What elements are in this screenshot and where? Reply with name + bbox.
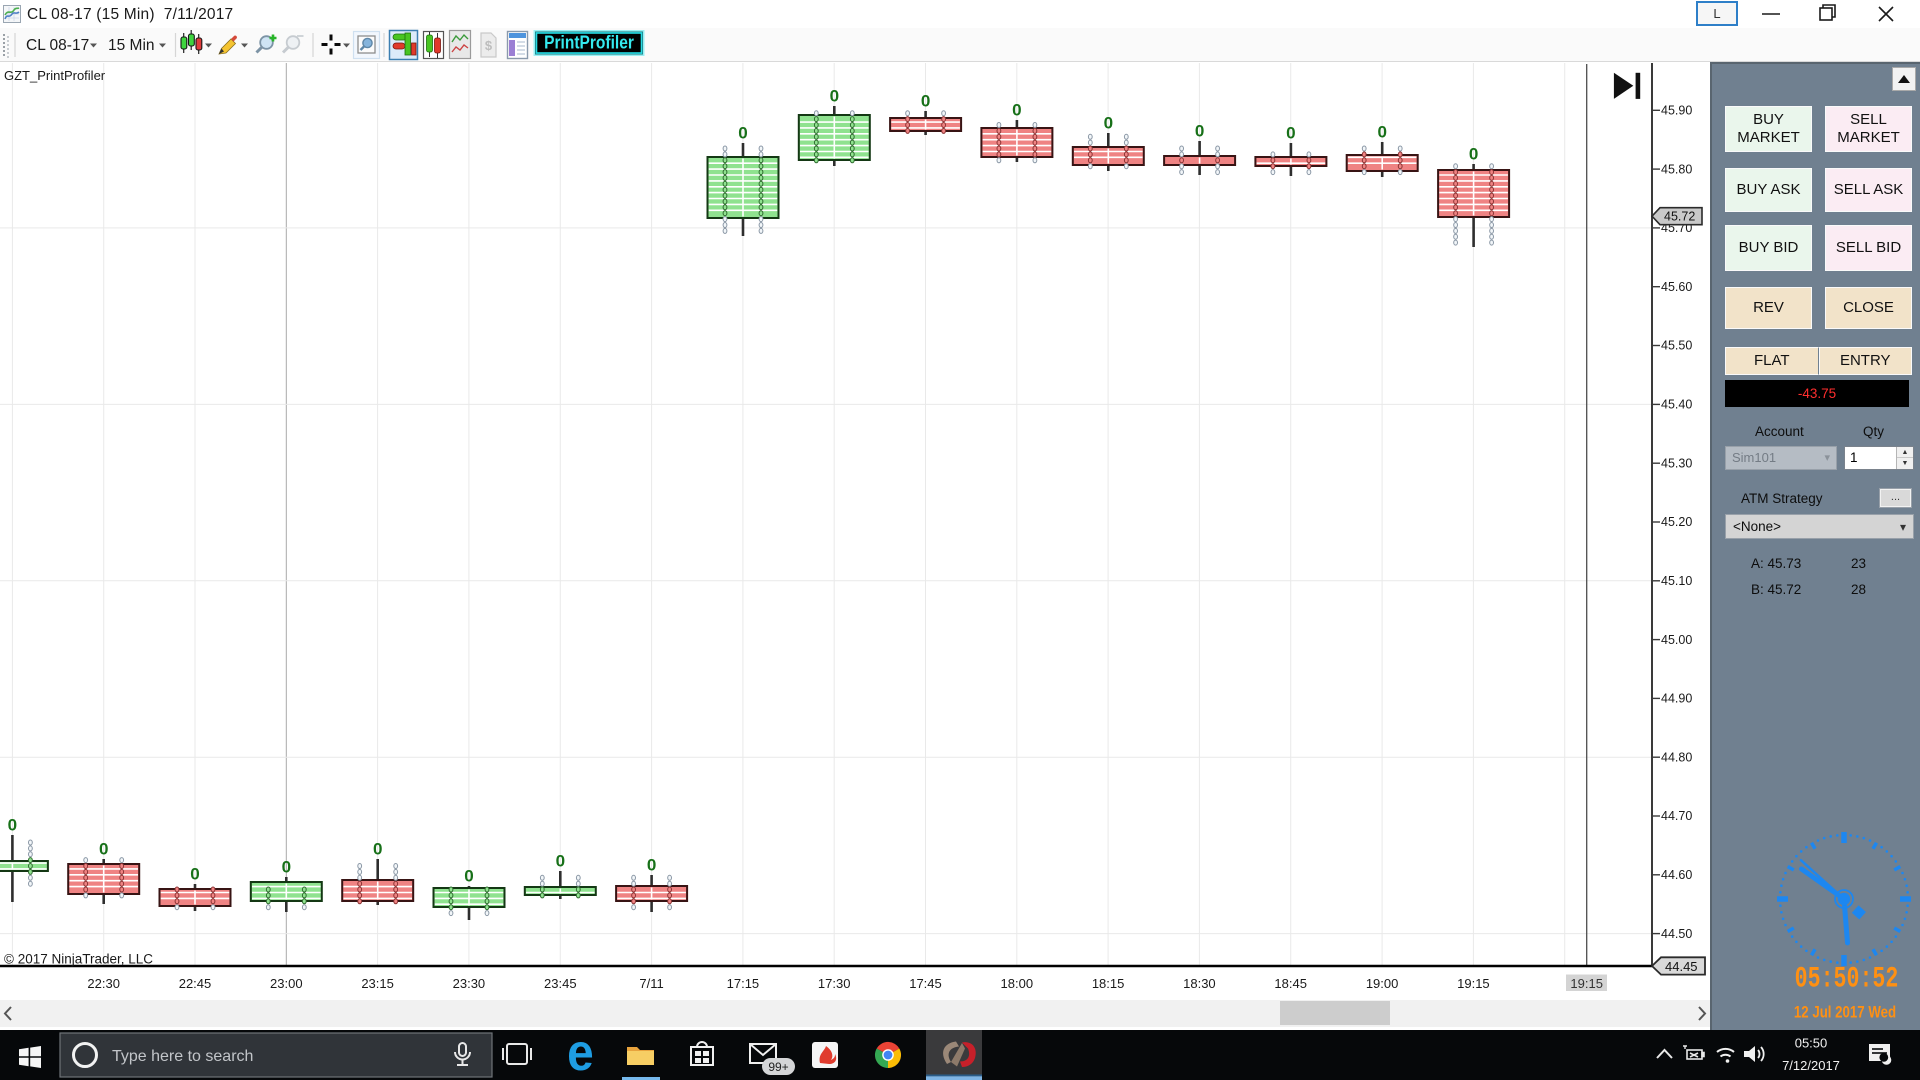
svg-text:$: $	[485, 38, 493, 53]
svg-text:22:45: 22:45	[179, 976, 212, 991]
svg-text:e: e	[567, 1030, 594, 1080]
svg-text:44.45: 44.45	[1665, 959, 1698, 974]
svg-text:45.30: 45.30	[1661, 456, 1692, 470]
svg-text:CL 08-17: CL 08-17	[26, 37, 89, 54]
svg-text:17:30: 17:30	[818, 976, 851, 991]
svg-text:7/12/2017: 7/12/2017	[1782, 1058, 1840, 1073]
svg-text:45.20: 45.20	[1661, 515, 1692, 529]
svg-text:Type here to search: Type here to search	[112, 1048, 253, 1065]
svg-text:0: 0	[1286, 124, 1295, 143]
svg-text:44.90: 44.90	[1661, 692, 1692, 706]
svg-text:0: 0	[1012, 101, 1021, 120]
svg-text:18:15: 18:15	[1092, 976, 1125, 991]
svg-text:0: 0	[1104, 114, 1113, 133]
svg-text:44.60: 44.60	[1661, 868, 1692, 882]
svg-text:0: 0	[373, 840, 382, 859]
svg-text:05:50: 05:50	[1795, 1036, 1828, 1051]
svg-text:44.80: 44.80	[1661, 750, 1692, 764]
svg-text:23:45: 23:45	[544, 976, 577, 991]
svg-text:0: 0	[830, 87, 839, 106]
svg-text:GZT_PrintProfiler: GZT_PrintProfiler	[4, 68, 106, 83]
svg-text:0: 0	[921, 92, 930, 111]
svg-text:45.90: 45.90	[1661, 104, 1692, 118]
svg-text:45.10: 45.10	[1661, 574, 1692, 588]
svg-text:23:00: 23:00	[270, 976, 303, 991]
svg-text:45.60: 45.60	[1661, 280, 1692, 294]
svg-text:7/11: 7/11	[639, 976, 663, 991]
svg-text:45.50: 45.50	[1661, 339, 1692, 353]
svg-text:45.80: 45.80	[1661, 162, 1692, 176]
svg-text:0: 0	[738, 124, 747, 143]
svg-text:17:45: 17:45	[909, 976, 942, 991]
svg-text:© 2017 NinjaTrader, LLC: © 2017 NinjaTrader, LLC	[4, 952, 153, 967]
svg-text:PrintProfiler: PrintProfiler	[544, 32, 634, 53]
svg-text:15 Min: 15 Min	[108, 37, 155, 54]
svg-text:23:30: 23:30	[453, 976, 486, 991]
svg-text:19:15: 19:15	[1570, 976, 1603, 991]
svg-text:18:45: 18:45	[1274, 976, 1307, 991]
svg-text:0: 0	[1195, 122, 1204, 141]
svg-text:44.70: 44.70	[1661, 809, 1692, 823]
svg-text:99+: 99+	[768, 1060, 788, 1074]
svg-text:0: 0	[464, 867, 473, 886]
svg-text:23:15: 23:15	[361, 976, 394, 991]
svg-text:05:50:52: 05:50:52	[1795, 961, 1899, 995]
svg-text:0: 0	[1469, 145, 1478, 164]
svg-text:45.40: 45.40	[1661, 398, 1692, 412]
svg-text:22:30: 22:30	[87, 976, 120, 991]
svg-text:0: 0	[1377, 123, 1386, 142]
svg-text:12 Jul 2017 Wed: 12 Jul 2017 Wed	[1794, 1003, 1896, 1022]
svg-text:44.50: 44.50	[1661, 927, 1692, 941]
svg-text:0: 0	[8, 816, 17, 835]
svg-text:19:00: 19:00	[1366, 976, 1399, 991]
svg-text:17:15: 17:15	[727, 976, 760, 991]
svg-text:19:15: 19:15	[1457, 976, 1490, 991]
svg-text:0: 0	[556, 852, 565, 871]
svg-text:45.72: 45.72	[1664, 210, 1695, 224]
svg-text:18:00: 18:00	[1001, 976, 1034, 991]
svg-text:0: 0	[282, 858, 291, 877]
svg-text:18:30: 18:30	[1183, 976, 1216, 991]
svg-text:45.00: 45.00	[1661, 633, 1692, 647]
svg-text:0: 0	[190, 865, 199, 884]
svg-text:0: 0	[99, 840, 108, 859]
svg-text:0: 0	[647, 856, 656, 875]
